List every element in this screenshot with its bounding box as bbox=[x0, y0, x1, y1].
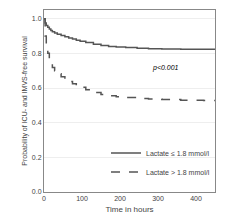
svg-text:300: 300 bbox=[152, 195, 164, 202]
svg-text:0: 0 bbox=[42, 195, 46, 202]
svg-text:0.0: 0.0 bbox=[32, 188, 42, 195]
svg-text:0.8: 0.8 bbox=[32, 50, 42, 57]
svg-text:200: 200 bbox=[114, 195, 126, 202]
svg-text:0.6: 0.6 bbox=[32, 84, 42, 91]
svg-text:Lactate > 1.8 mmol/l: Lactate > 1.8 mmol/l bbox=[146, 169, 210, 176]
svg-text:Time in hours: Time in hours bbox=[105, 205, 153, 214]
svg-text:0.4: 0.4 bbox=[32, 119, 42, 126]
svg-text:0.2: 0.2 bbox=[32, 154, 42, 161]
svg-text:Probability of ICU- and IMVS-f: Probability of ICU- and IMVS-free surviv… bbox=[21, 36, 29, 166]
svg-text:100: 100 bbox=[76, 195, 88, 202]
svg-text:1.0: 1.0 bbox=[32, 15, 42, 22]
svg-text:400: 400 bbox=[190, 195, 202, 202]
svg-text:p<0.001: p<0.001 bbox=[152, 64, 179, 72]
svg-text:Lactate ≤ 1.8 mmol/l: Lactate ≤ 1.8 mmol/l bbox=[146, 150, 209, 157]
